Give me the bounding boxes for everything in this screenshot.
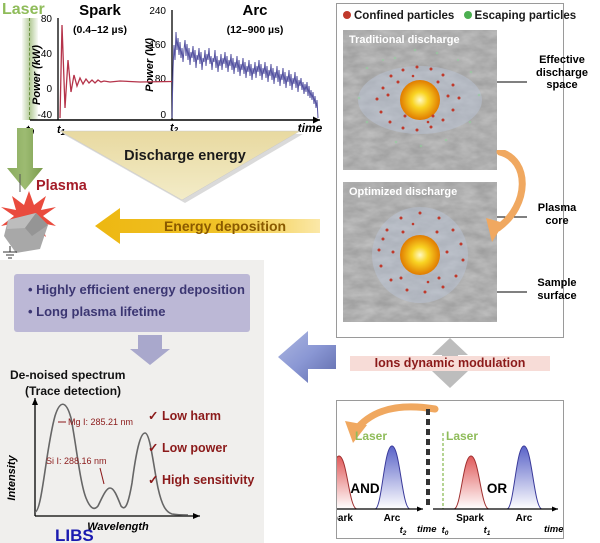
- svg-text:Arc: Arc: [384, 513, 401, 524]
- svg-text:Discharge energy: Discharge energy: [124, 148, 246, 164]
- svg-text:time: time: [417, 524, 437, 535]
- svg-text:OR: OR: [487, 481, 508, 496]
- svg-text:time: time: [544, 524, 563, 535]
- svg-text:Wavelength: Wavelength: [87, 521, 149, 533]
- svg-text:Si I: 288.16 nm: Si I: 288.16 nm: [46, 456, 107, 466]
- svg-text:Arc: Arc: [516, 513, 533, 524]
- svg-text:Power (kW): Power (kW): [31, 45, 43, 105]
- svg-text:Mg I: 285.21 nm: Mg I: 285.21 nm: [68, 417, 133, 427]
- svg-text:Spark: Spark: [456, 513, 484, 524]
- svg-text:80: 80: [155, 74, 167, 85]
- svg-text:0: 0: [160, 110, 166, 121]
- svg-text:Arc: Arc: [242, 2, 267, 19]
- svg-text:t0: t0: [442, 525, 449, 537]
- svg-text:(12–900 µs): (12–900 µs): [227, 24, 284, 36]
- svg-text:t2: t2: [400, 525, 407, 537]
- svg-text:Spark: Spark: [79, 2, 121, 19]
- svg-text:Optimized discharge: Optimized discharge: [349, 186, 457, 198]
- svg-text:-40: -40: [38, 110, 53, 121]
- svg-text:t1: t1: [484, 525, 491, 537]
- svg-text:Spark: Spark: [337, 513, 353, 524]
- svg-text:(0.4–12 µs): (0.4–12 µs): [73, 24, 127, 36]
- svg-text:240: 240: [149, 6, 166, 17]
- svg-text:Intensity: Intensity: [6, 455, 18, 501]
- svg-text:80: 80: [41, 14, 53, 25]
- svg-text:Power (W): Power (W): [144, 38, 156, 92]
- svg-text:0: 0: [46, 84, 52, 95]
- svg-text:Energy deposition: Energy deposition: [164, 218, 286, 234]
- svg-text:Traditional discharge: Traditional discharge: [349, 34, 460, 46]
- svg-text:AND: AND: [350, 481, 379, 496]
